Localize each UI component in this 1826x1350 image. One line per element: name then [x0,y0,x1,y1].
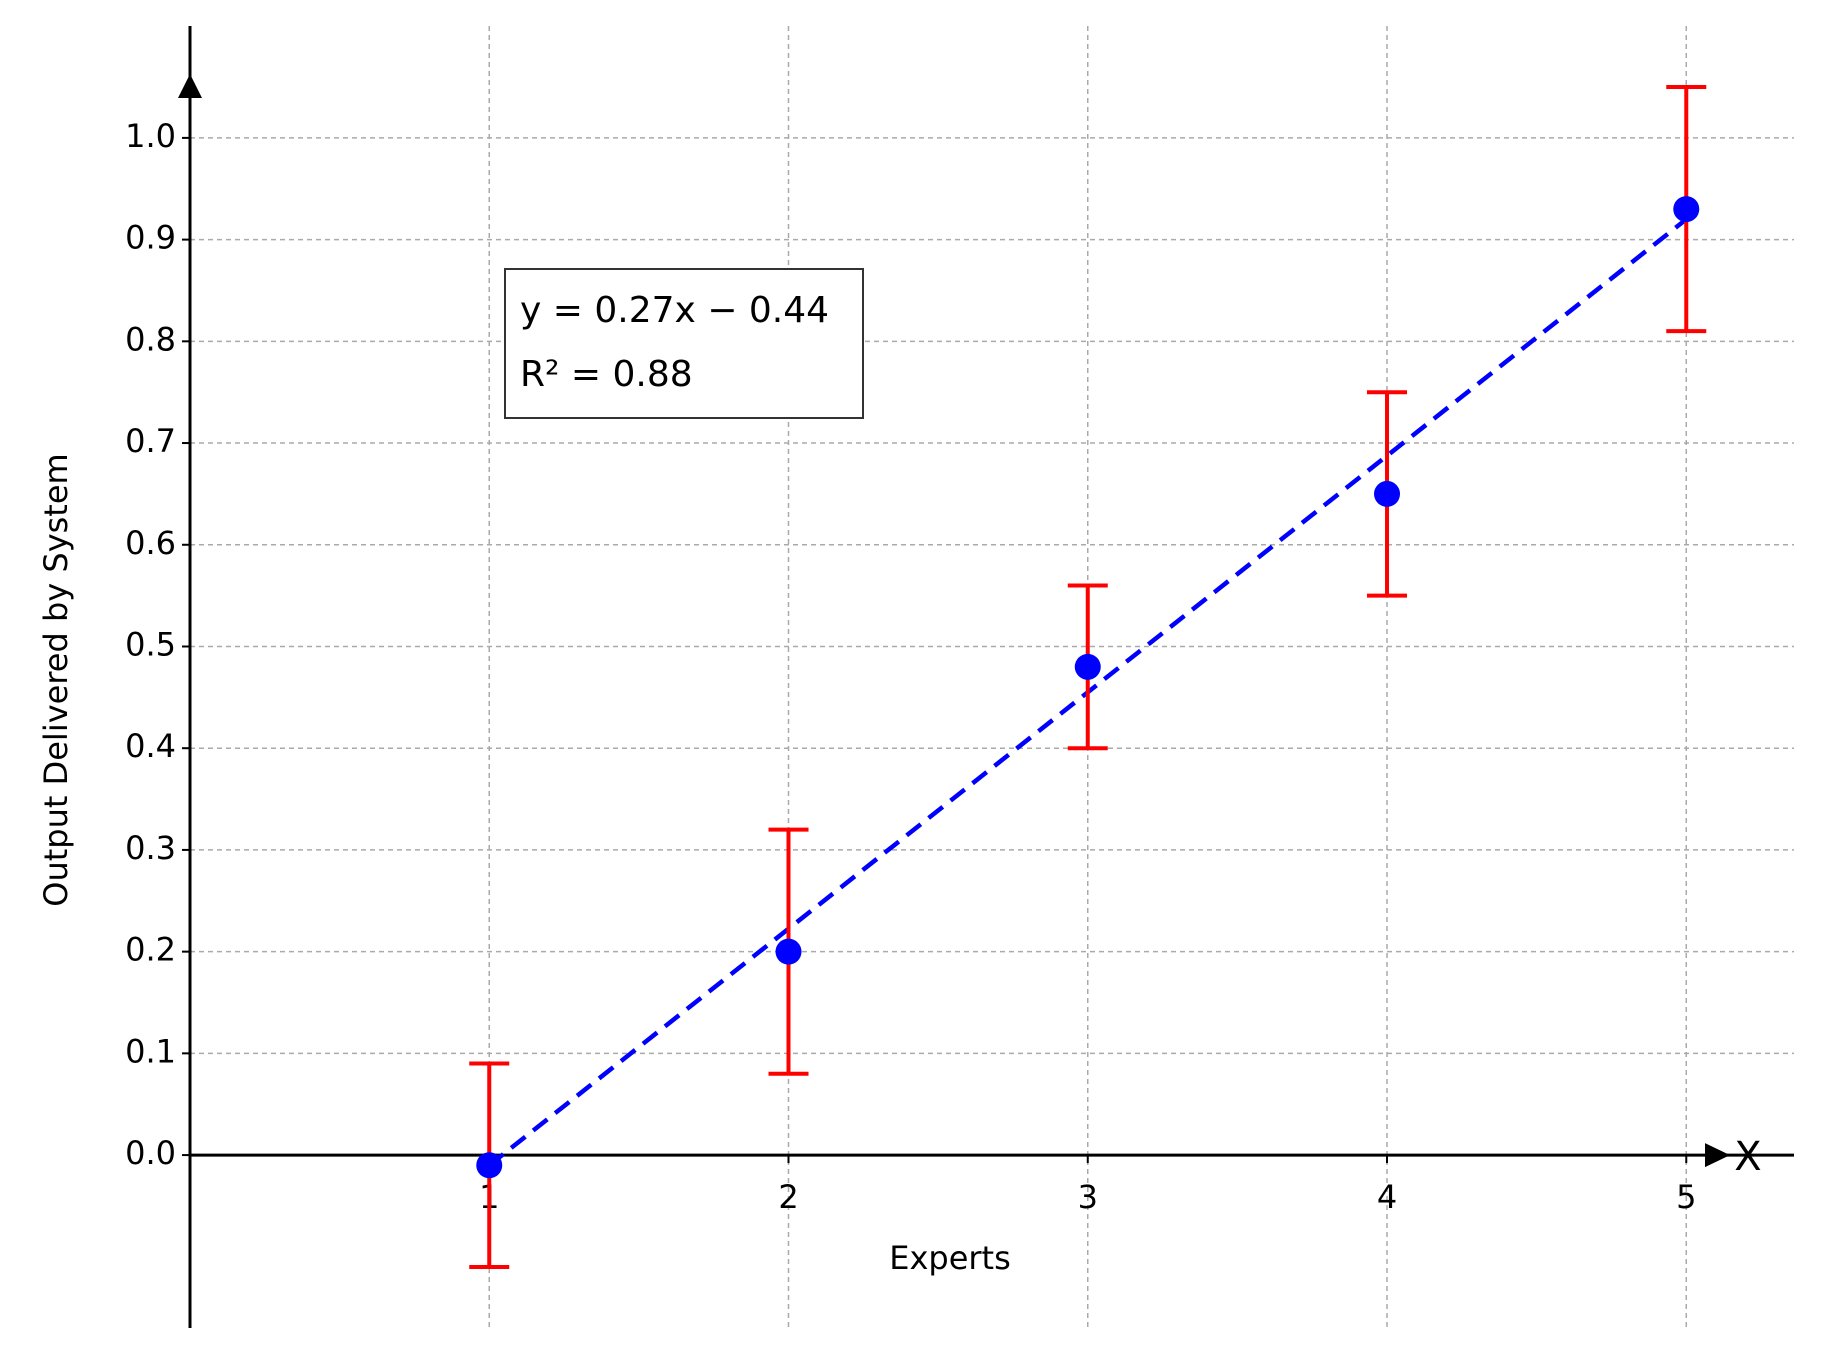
y-tick-label: 0.6 [125,524,176,562]
point [476,1152,503,1179]
y-tick-label: 0.9 [125,219,176,257]
x-tick-label: 4 [1377,1178,1397,1216]
y-tick-label: 0.0 [125,1134,176,1172]
y-tick-label: 0.7 [125,422,176,460]
point [1074,653,1101,680]
y-axis-arrow [178,74,202,98]
annotation-box [504,268,864,419]
y-tick-label: 0.2 [125,931,176,969]
x-tick-label: 2 [778,1178,798,1216]
x-axis-arrow [1705,1143,1730,1168]
y-tick-label: 0.4 [125,727,176,765]
y-tick-label: 1.0 [125,117,176,155]
y-tick-label: 0.5 [125,625,176,663]
y-tick-label: 0.3 [125,829,176,867]
point [1673,196,1700,223]
point [1374,480,1401,507]
point [775,938,802,965]
x-axis-arrow-label: X [1734,1134,1761,1180]
y-tick-label: 0.8 [125,320,176,358]
annotation-text: R² = 0.88 [520,354,693,395]
x-axis-label: Experts [889,1239,1011,1277]
y-tick-label: 0.1 [125,1032,176,1070]
annotation-text: y = 0.27x − 0.44 [520,290,829,331]
y-axis-label: Output Delivered by System [37,453,75,906]
x-tick-label: 5 [1676,1178,1696,1216]
x-tick-label: 3 [1078,1178,1098,1216]
